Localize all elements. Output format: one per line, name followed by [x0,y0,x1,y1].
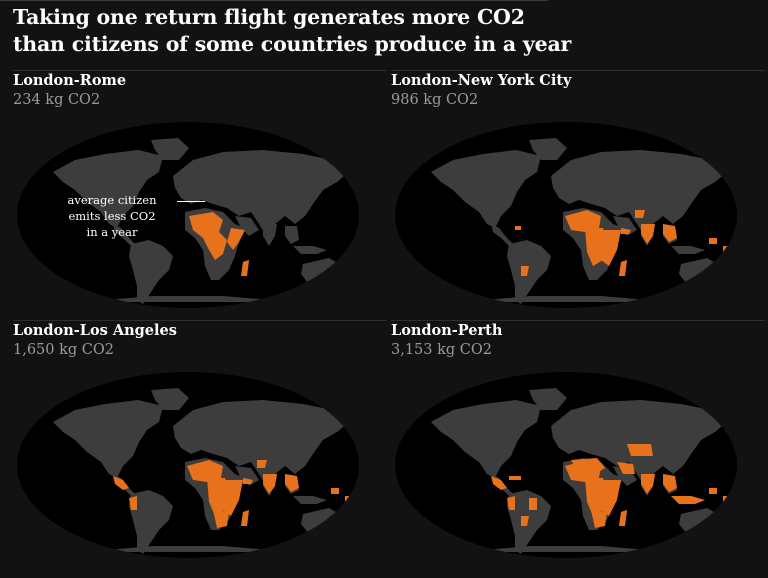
land-central-america-base [113,224,135,246]
world-map [17,122,359,308]
land-north-america [53,150,163,228]
route-title: London-Perth [391,322,503,339]
panel-divider [13,320,387,321]
land-europe-asia [173,150,349,234]
land-central-america-base [491,224,513,246]
highlight-pacific-islands [709,238,729,252]
highlight-southern-africa [591,510,607,528]
panel-london-los-angeles: London-Los Angeles 1,650 kg CO2 [13,320,387,568]
highlight-paraguay [521,266,529,276]
highlight-southeast-asia [663,474,677,492]
land-south-america [129,240,173,304]
highlight-afghanistan [635,210,645,218]
highlight-central-west-africa [189,212,227,260]
highlight-madagascar [241,260,249,276]
land-antarctica [83,546,293,552]
highlight-yemen [243,478,253,484]
land-europe-asia [551,400,727,484]
highlight-andes [129,496,137,510]
highlight-indonesia [671,496,705,504]
panel-london-new-york-city: London-New York City 986 kg CO2 [391,70,765,318]
route-title: London-Rome [13,72,127,89]
land-europe-asia [173,400,349,484]
route-title: London-New York City [391,72,572,89]
land-south-america [507,240,551,304]
land-se-asia [285,226,299,244]
highlight-southeast-asia [663,224,677,242]
land-arabia [235,466,259,486]
annotation-label: average citizen emits less CO2 in a year [50,192,174,240]
highlight-south-asia [641,474,655,494]
annotation-leader-line [177,201,205,202]
world-map [17,372,359,558]
headline: Taking one return flight generates more … [13,5,572,56]
land-greenland [151,138,189,160]
highlight-east-africa [223,480,243,516]
highlight-brazil [529,498,537,510]
panel-divider [391,70,765,71]
highlight-middle-east [617,462,635,474]
panel-london-perth: London-Perth 3,153 kg CO2 [391,320,765,568]
highlight-paraguay [521,516,529,526]
highlight-afghanistan [257,460,267,468]
emissions-value: 234 kg CO2 [13,92,101,108]
land-antarctica [83,296,293,302]
land-indonesia [293,246,327,254]
land-arabia [235,216,259,236]
land-north-america [431,150,541,228]
land-antarctica [461,546,671,552]
highlight-madagascar [619,260,627,276]
land-indonesia [671,246,705,254]
land-greenland [151,388,189,410]
world-map [395,122,737,308]
highlight-east-africa [601,480,621,516]
highlight-south-asia [263,474,277,494]
highlight-central-america [491,476,507,490]
panel-divider [13,70,387,71]
highlight-pacific-islands [331,488,351,502]
land-south-america [129,490,173,554]
land-greenland [529,138,567,160]
highlight-yemen [621,228,631,234]
land-greenland [529,388,567,410]
highlight-southern-africa [213,510,229,528]
highlight-southeast-asia [285,474,299,492]
emissions-value: 1,650 kg CO2 [13,342,115,358]
land-antarctica [461,296,671,302]
highlight-central-asia [627,444,653,456]
annotation-line-3: in a year [86,225,138,239]
land-europe-asia [551,150,727,234]
emissions-value: 986 kg CO2 [391,92,479,108]
annotation-line-2: emits less CO2 [68,209,156,223]
land-south-america [507,490,551,554]
land-arabia [613,216,637,236]
land-india [263,224,277,246]
annotation-line-1: average citizen [67,193,157,207]
highlight-caribbean [509,476,521,480]
highlight-madagascar [619,510,627,526]
highlight-west-africa [187,460,223,482]
highlight-horn-of-africa [227,228,245,250]
highlight-west-africa [565,460,601,482]
route-title: London-Los Angeles [13,322,177,339]
land-indonesia [293,496,327,504]
highlight-central-america [113,476,129,490]
panel-london-rome: London-Rome 234 kg CO2 [13,70,387,318]
highlight-madagascar [241,510,249,526]
highlight-east-africa [601,230,621,266]
highlight-west-africa [565,210,601,232]
highlight-andes [507,496,515,510]
world-map [395,372,737,558]
panel-divider [391,320,765,321]
land-north-america [53,400,163,478]
highlight-south-asia [641,224,655,244]
highlight-pacific-islands [709,488,729,502]
top-rule [0,0,548,1]
land-north-america [431,400,541,478]
highlight-haiti [515,226,521,230]
emissions-value: 3,153 kg CO2 [391,342,493,358]
